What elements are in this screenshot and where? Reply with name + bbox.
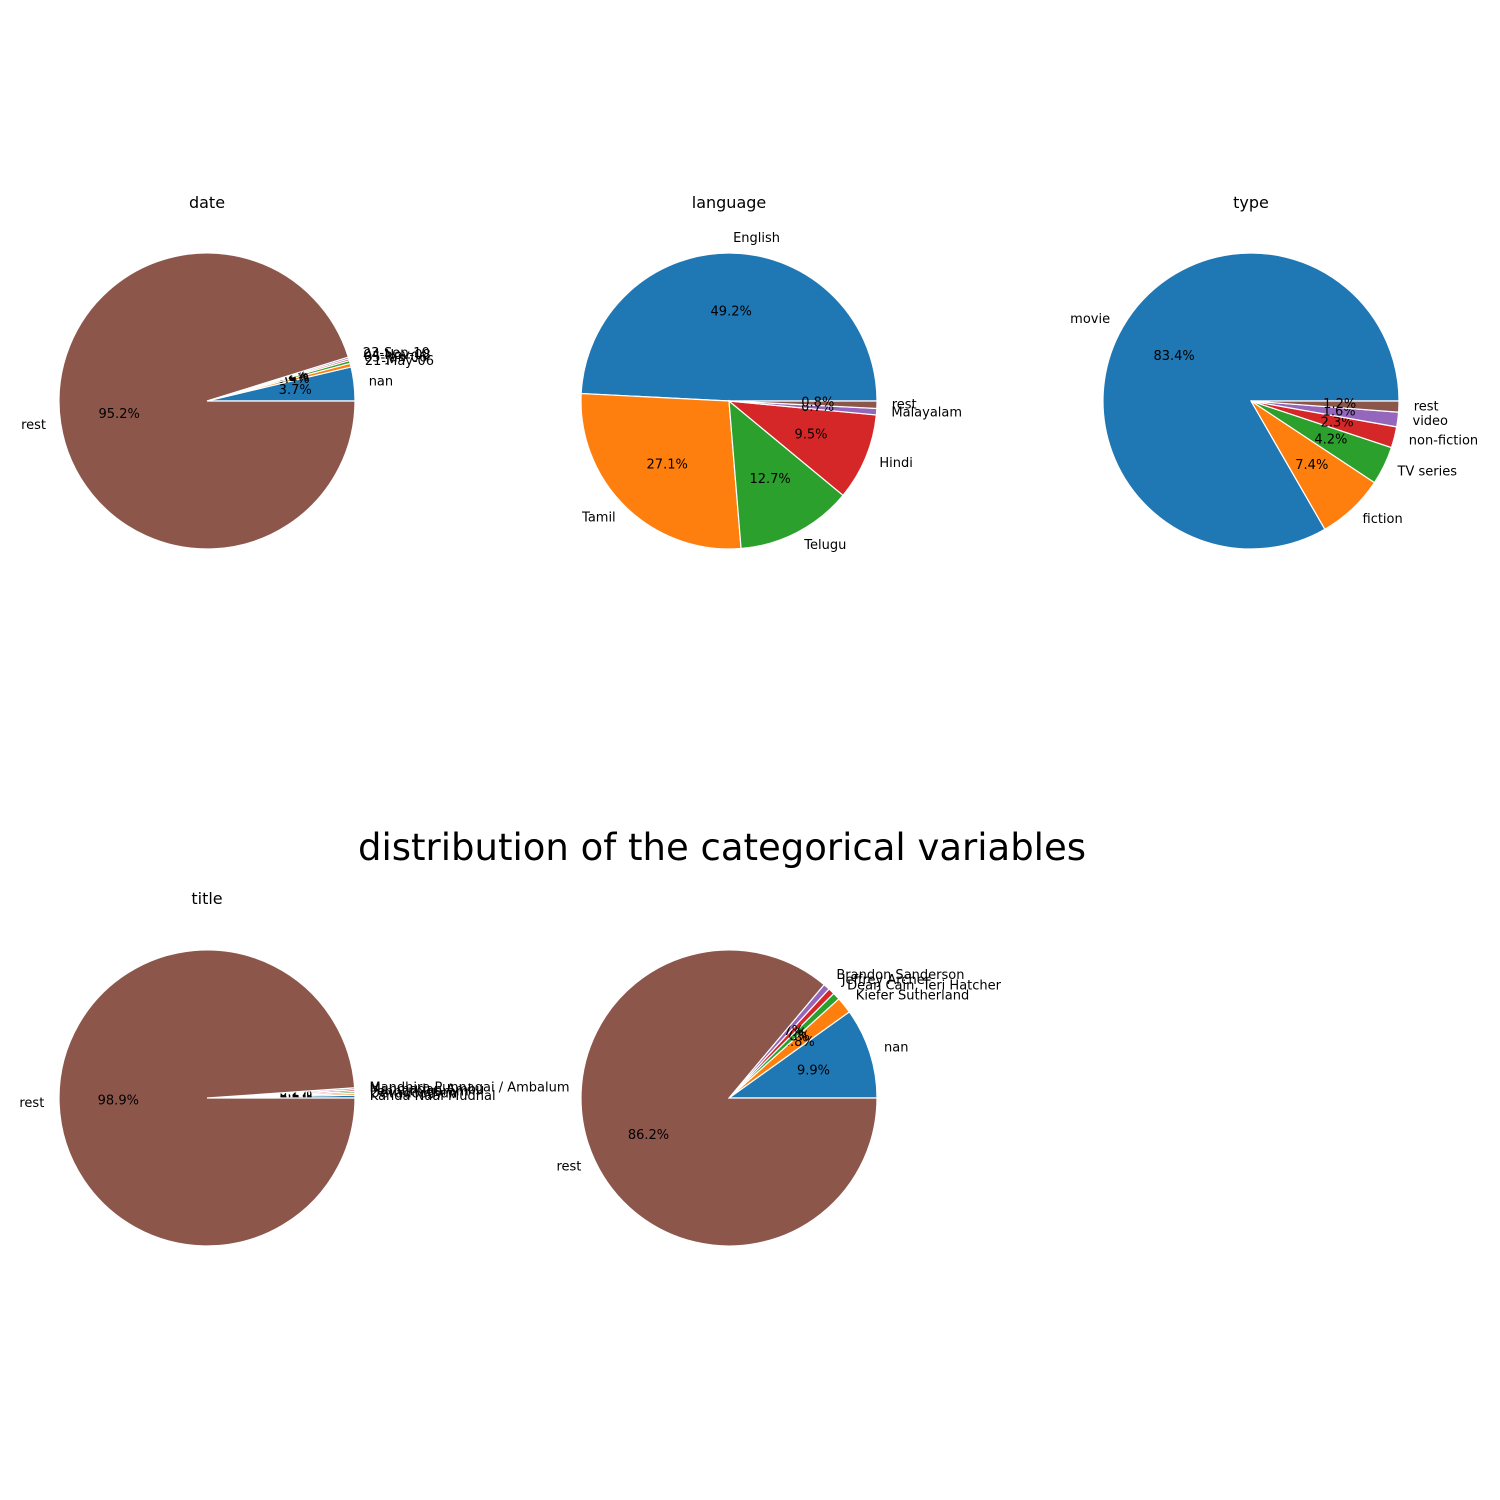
pie-slice xyxy=(580,949,878,1247)
slice-label: Jeffrey Archer xyxy=(841,973,931,988)
slice-percent: 9.9% xyxy=(797,1063,830,1078)
slice-label: Mandhira Punnagai / Ambalum xyxy=(370,1080,570,1095)
pie-title: date xyxy=(189,193,225,212)
slice-percent: 27.1% xyxy=(647,457,688,472)
slice-label: Malayalam xyxy=(891,405,962,420)
slice-label: Kiefer Sutherland xyxy=(856,988,969,1003)
slice-label: Manmadan Ambu xyxy=(370,1082,485,1097)
slice-label: Telugu xyxy=(803,538,846,553)
slice-label: Tamil xyxy=(581,510,616,525)
slice-label: Devadoothan xyxy=(370,1086,457,1101)
slice-percent: 95.2% xyxy=(99,407,140,422)
pie-slice xyxy=(728,400,878,410)
slice-label: Hindi xyxy=(879,456,913,471)
slice-label: 05-Jan-06 xyxy=(364,351,427,366)
slice-label: video xyxy=(1413,414,1449,429)
slice-percent: 49.2% xyxy=(711,305,752,320)
pie-slice xyxy=(727,400,877,497)
slice-percent: 12.7% xyxy=(749,472,790,487)
pie-slice xyxy=(727,1011,878,1099)
slice-label: English xyxy=(733,231,780,246)
slice-label: nan xyxy=(369,375,393,390)
slice-percent: 0.8% xyxy=(801,396,834,411)
pie-slice xyxy=(58,949,356,1247)
pie-chart-1: datenan3.7%21-May-060.4%05-Jan-060.3%04-… xyxy=(21,193,434,550)
pie-chart-2: language English 49.2% Tamil 27.1% Telugu 12.7… xyxy=(580,193,962,553)
slice-percent: 7.4% xyxy=(1295,458,1328,473)
slice-label: rest xyxy=(1414,400,1439,415)
slice-percent: 86.2% xyxy=(628,1128,669,1143)
slice-percent: 2.3% xyxy=(1321,415,1354,430)
slice-percent: 83.4% xyxy=(1153,349,1194,364)
slice-label: fiction xyxy=(1363,512,1403,527)
pie-slice xyxy=(728,399,844,550)
slice-label: Pennathigaram xyxy=(370,1084,469,1099)
pie-slice xyxy=(58,252,356,550)
slice-label: 04-Nov-08 xyxy=(363,348,431,363)
figure-title: distribution of the categorical variable… xyxy=(358,826,1086,869)
slice-percent: 9.5% xyxy=(794,428,827,443)
slice-label: 21-May-06 xyxy=(365,354,434,369)
slice-percent: 3.7% xyxy=(279,383,312,398)
pie-slice xyxy=(580,252,878,402)
slice-label: rest xyxy=(892,398,917,413)
pie-charts: datenan3.7%21-May-060.4%05-Jan-060.3%04-… xyxy=(19,193,1478,1247)
slice-label: rest xyxy=(556,1159,581,1174)
slice-label: rest xyxy=(19,1096,44,1111)
pie-slice xyxy=(1250,400,1400,413)
pie-title: title xyxy=(191,889,222,908)
slice-percent: 98.9% xyxy=(98,1094,139,1109)
pie-slice xyxy=(580,392,742,550)
pie-chart-3: type movie 83.4% fiction 7.4% TV series 4.2% no… xyxy=(1070,193,1478,550)
pie-title: language xyxy=(692,193,767,212)
slice-label: TV series xyxy=(1397,465,1458,480)
slice-label: Brandon Sanderson xyxy=(836,968,964,983)
slice-label: non-fiction xyxy=(1409,434,1478,449)
slice-label: rest xyxy=(21,418,46,433)
slice-label: movie xyxy=(1070,312,1110,327)
slice-label: Kanda Naal Mudhal xyxy=(370,1089,496,1104)
slice-label: Dean Cain, Teri Hatcher xyxy=(847,978,1002,993)
slice-label: nan xyxy=(884,1041,908,1056)
slice-percent: 1.2% xyxy=(1323,397,1356,412)
slice-percent: 4.2% xyxy=(1314,432,1347,447)
slice-label: 23-Sep-10 xyxy=(363,346,430,361)
pie-title: type xyxy=(1233,193,1269,212)
